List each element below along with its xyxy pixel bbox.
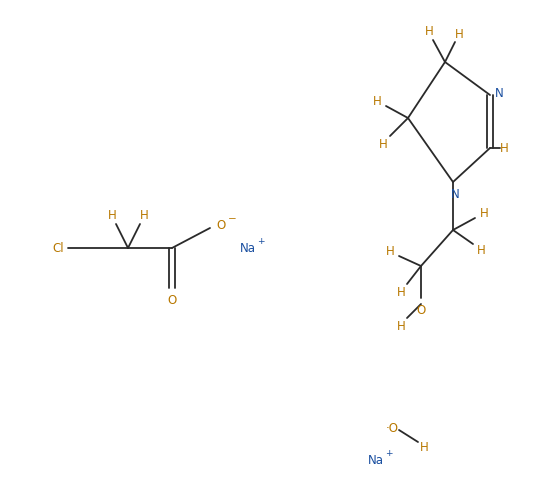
Text: Cl: Cl (52, 242, 64, 254)
Text: −: − (228, 214, 237, 224)
Text: H: H (397, 320, 405, 333)
Text: N: N (451, 188, 459, 201)
Text: H: H (425, 24, 433, 37)
Text: H: H (108, 209, 116, 222)
Text: H: H (373, 95, 381, 108)
Text: +: + (385, 449, 392, 458)
Text: H: H (477, 244, 485, 256)
Text: H: H (454, 27, 463, 40)
Text: H: H (500, 141, 508, 154)
Text: H: H (140, 209, 148, 222)
Text: H: H (480, 207, 489, 220)
Text: O: O (167, 293, 177, 306)
Text: ·O: ·O (386, 421, 399, 434)
Text: H: H (378, 137, 387, 150)
Text: O: O (216, 219, 226, 232)
Text: N: N (495, 87, 503, 100)
Text: O: O (416, 303, 425, 317)
Text: Na: Na (368, 454, 384, 467)
Text: H: H (420, 441, 428, 454)
Text: H: H (397, 285, 405, 298)
Text: H: H (386, 245, 395, 257)
Text: Na: Na (240, 242, 256, 254)
Text: +: + (257, 237, 264, 246)
